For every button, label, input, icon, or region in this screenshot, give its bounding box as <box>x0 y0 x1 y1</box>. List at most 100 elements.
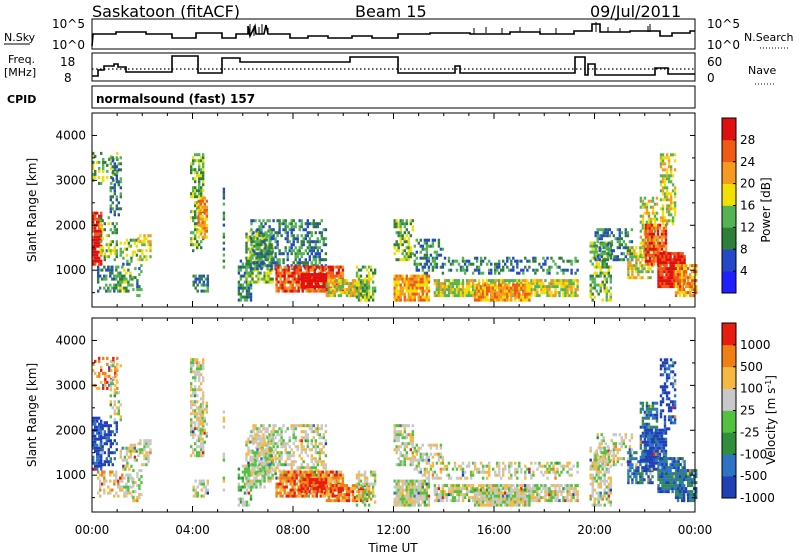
heatmap-cell <box>262 255 264 258</box>
heatmap-cell <box>303 273 305 276</box>
heatmap-cell <box>110 198 112 201</box>
heatmap-cell <box>303 436 305 439</box>
heatmap-cell <box>114 162 116 165</box>
heatmap-cell <box>295 258 297 261</box>
heatmap-cell <box>145 258 147 261</box>
heatmap-cell <box>202 156 204 159</box>
heatmap-cell <box>104 378 106 381</box>
heatmap-cell <box>202 451 204 454</box>
heatmap-cell <box>666 195 668 198</box>
heatmap-cell <box>262 433 264 436</box>
heatmap-cell <box>665 264 667 267</box>
heatmap-cell <box>122 263 124 266</box>
heatmap-cell <box>247 260 249 263</box>
heatmap-cell <box>131 284 133 287</box>
heatmap-cell <box>313 249 315 252</box>
heatmap-cell <box>196 358 198 361</box>
heatmap-cell <box>127 281 129 284</box>
heatmap-cell <box>200 233 202 236</box>
heatmap-cell <box>595 246 597 249</box>
heatmap-cell <box>317 445 319 448</box>
heatmap-cell <box>410 234 412 237</box>
heatmap-cell <box>147 457 149 460</box>
heatmap-cell <box>512 257 514 260</box>
heatmap-cell <box>258 246 260 249</box>
heatmap-cell <box>289 439 291 442</box>
heatmap-cell <box>201 278 203 281</box>
heatmap-cell <box>309 237 311 240</box>
heatmap-cell <box>623 240 625 243</box>
heatmap-cell <box>274 472 276 475</box>
heatmap-cell <box>334 291 336 294</box>
heatmap-cell <box>356 287 358 290</box>
heatmap-cell <box>100 234 102 237</box>
heatmap-cell <box>524 293 526 296</box>
heatmap-cell <box>108 454 110 457</box>
heatmap-cell <box>256 445 258 448</box>
y-tick-label: 1000 <box>55 263 86 277</box>
heatmap-cell <box>302 471 304 474</box>
heatmap-cell <box>659 224 661 227</box>
heatmap-cell <box>143 240 145 243</box>
heatmap-cell <box>590 284 592 287</box>
heatmap-cell <box>284 489 286 492</box>
heatmap-cell <box>657 239 659 242</box>
heatmap-cell <box>122 447 124 450</box>
heatmap-cell <box>611 252 613 255</box>
heatmap-cell <box>272 451 274 454</box>
heatmap-cell <box>319 433 321 436</box>
heatmap-cell <box>422 299 424 302</box>
heatmap-cell <box>484 284 486 287</box>
heatmap-cell <box>398 246 400 249</box>
heatmap-cell <box>270 457 272 460</box>
heatmap-cell <box>100 456 102 459</box>
heatmap-cell <box>364 266 366 269</box>
heatmap-cell <box>448 279 450 282</box>
heatmap-cell <box>114 400 116 403</box>
heatmap-cell <box>554 263 556 266</box>
heatmap-cell <box>136 279 138 282</box>
heatmap-cell <box>136 254 138 257</box>
heatmap-cell <box>295 439 297 442</box>
heatmap-cell <box>274 252 276 255</box>
heatmap-cell <box>104 258 106 261</box>
heatmap-cell <box>139 439 141 442</box>
heatmap-cell <box>544 263 546 266</box>
heatmap-cell <box>254 463 256 466</box>
heatmap-cell <box>598 293 600 296</box>
heatmap-cell <box>123 275 125 278</box>
heatmap-cell <box>114 246 116 249</box>
heatmap-cell <box>266 427 268 430</box>
heatmap-cell <box>621 231 623 234</box>
heatmap-cell <box>400 231 402 234</box>
heatmap-cell <box>372 281 374 284</box>
heatmap-cell <box>301 246 303 249</box>
heatmap-cell <box>108 448 110 451</box>
heatmap-cell <box>666 189 668 192</box>
heatmap-cell <box>679 294 681 297</box>
heatmap-cell <box>260 243 262 246</box>
heatmap-cell <box>98 357 100 360</box>
heatmap-cell <box>149 246 151 249</box>
heatmap-cell <box>281 281 283 284</box>
heatmap-cell <box>414 296 416 299</box>
heatmap-cell <box>670 165 672 168</box>
freq-right-tick-bottom: 0 <box>707 71 715 85</box>
heatmap-cell <box>564 269 566 272</box>
heatmap-cell <box>242 501 244 504</box>
heatmap-cell <box>576 260 578 263</box>
heatmap-cell <box>642 221 644 224</box>
heatmap-cell <box>240 299 242 302</box>
heatmap-cell <box>554 288 556 291</box>
heatmap-cell <box>109 492 111 495</box>
heatmap-cell <box>114 451 116 454</box>
heatmap-cell <box>597 231 599 234</box>
heatmap-cell <box>576 294 578 297</box>
heatmap-cell <box>116 430 118 433</box>
heatmap-cell <box>112 382 114 385</box>
heatmap-cell <box>412 225 414 228</box>
heatmap-cell <box>313 219 315 222</box>
heatmap-cell <box>272 427 274 430</box>
heatmap-cell <box>307 234 309 237</box>
heatmap-cell <box>570 260 572 263</box>
